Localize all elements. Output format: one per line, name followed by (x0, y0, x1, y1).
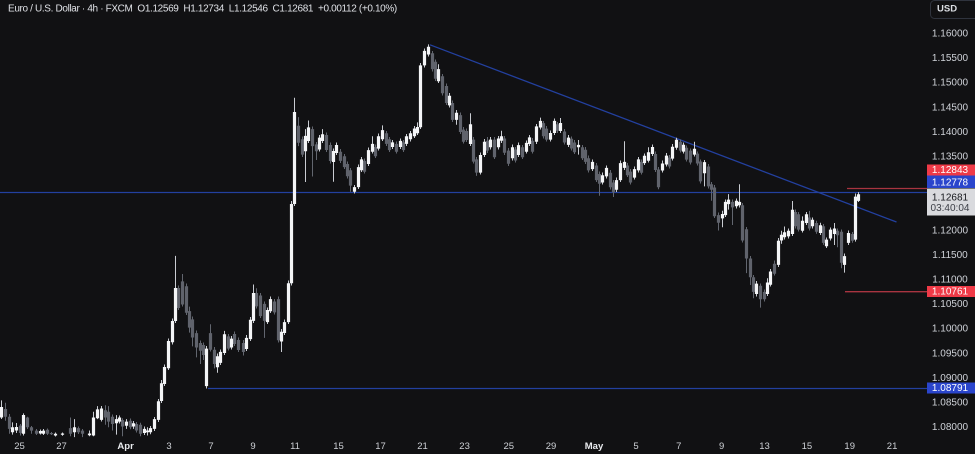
svg-text:1.14000: 1.14000 (932, 127, 969, 138)
svg-text:03:40:04: 03:40:04 (931, 203, 970, 214)
svg-text:1.11500: 1.11500 (932, 250, 968, 261)
svg-text:1.10761: 1.10761 (932, 287, 969, 298)
svg-text:29: 29 (546, 441, 557, 452)
svg-text:25: 25 (14, 441, 25, 452)
svg-text:17: 17 (375, 441, 386, 452)
svg-text:7: 7 (676, 441, 681, 452)
svg-text:1.08500: 1.08500 (932, 398, 969, 409)
svg-text:1.16000: 1.16000 (932, 29, 969, 40)
svg-text:1.10500: 1.10500 (932, 299, 969, 310)
svg-text:15: 15 (802, 441, 813, 452)
svg-text:Apr: Apr (117, 441, 134, 452)
svg-text:Euro / U.S. Dollar · 4h · FXCM: Euro / U.S. Dollar · 4h · FXCM O1.12569 … (8, 3, 397, 14)
svg-text:May: May (585, 441, 604, 452)
svg-text:1.11000: 1.11000 (932, 275, 968, 286)
svg-text:USD: USD (937, 4, 957, 15)
svg-text:23: 23 (459, 441, 470, 452)
svg-text:15: 15 (333, 441, 344, 452)
svg-text:1.08000: 1.08000 (932, 422, 969, 433)
svg-text:1.12000: 1.12000 (932, 225, 969, 236)
svg-text:5: 5 (633, 441, 638, 452)
svg-text:1.12681: 1.12681 (932, 193, 969, 204)
svg-text:21: 21 (417, 441, 428, 452)
svg-text:9: 9 (719, 441, 724, 452)
svg-text:21: 21 (887, 441, 898, 452)
svg-text:1.09500: 1.09500 (932, 348, 969, 359)
svg-text:1.13500: 1.13500 (932, 152, 969, 163)
svg-text:1.15000: 1.15000 (932, 78, 969, 89)
svg-text:27: 27 (56, 441, 67, 452)
svg-text:25: 25 (504, 441, 515, 452)
svg-text:1.08791: 1.08791 (932, 383, 969, 394)
svg-text:1.15500: 1.15500 (932, 53, 969, 64)
svg-text:1.09000: 1.09000 (932, 373, 969, 384)
svg-text:1.12843: 1.12843 (932, 165, 969, 176)
svg-text:9: 9 (250, 441, 255, 452)
svg-text:13: 13 (759, 441, 770, 452)
svg-text:19: 19 (844, 441, 855, 452)
svg-text:1.14500: 1.14500 (932, 102, 969, 113)
svg-text:1.10000: 1.10000 (932, 324, 969, 335)
svg-text:1.12778: 1.12778 (932, 177, 969, 188)
svg-text:3: 3 (166, 441, 171, 452)
svg-text:7: 7 (208, 441, 213, 452)
svg-text:11: 11 (290, 441, 300, 452)
